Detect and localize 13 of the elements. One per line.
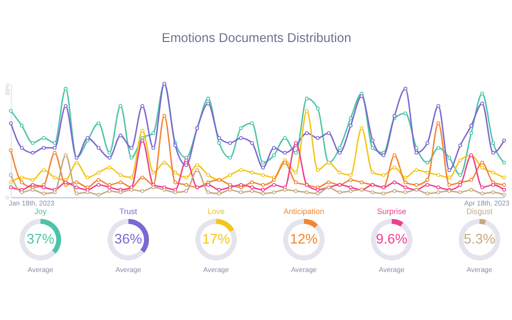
chart-title: Disgust [466, 206, 494, 216]
chart-title: Love [208, 206, 226, 216]
data-label: 37% [26, 230, 54, 247]
chart-title: Surprise [376, 206, 407, 216]
data-label: 36% [114, 230, 142, 247]
data-label: 12% [290, 230, 318, 247]
chart-title: Trust [119, 206, 138, 216]
chart-title: Joy [34, 206, 47, 216]
chart-title: Anticipation [283, 206, 324, 216]
data-label: 9.6% [376, 230, 408, 247]
data-label: 17% [202, 230, 230, 247]
chart-title: Emotions Documents Distribution [162, 30, 352, 46]
data-label: 5.3% [464, 230, 496, 247]
